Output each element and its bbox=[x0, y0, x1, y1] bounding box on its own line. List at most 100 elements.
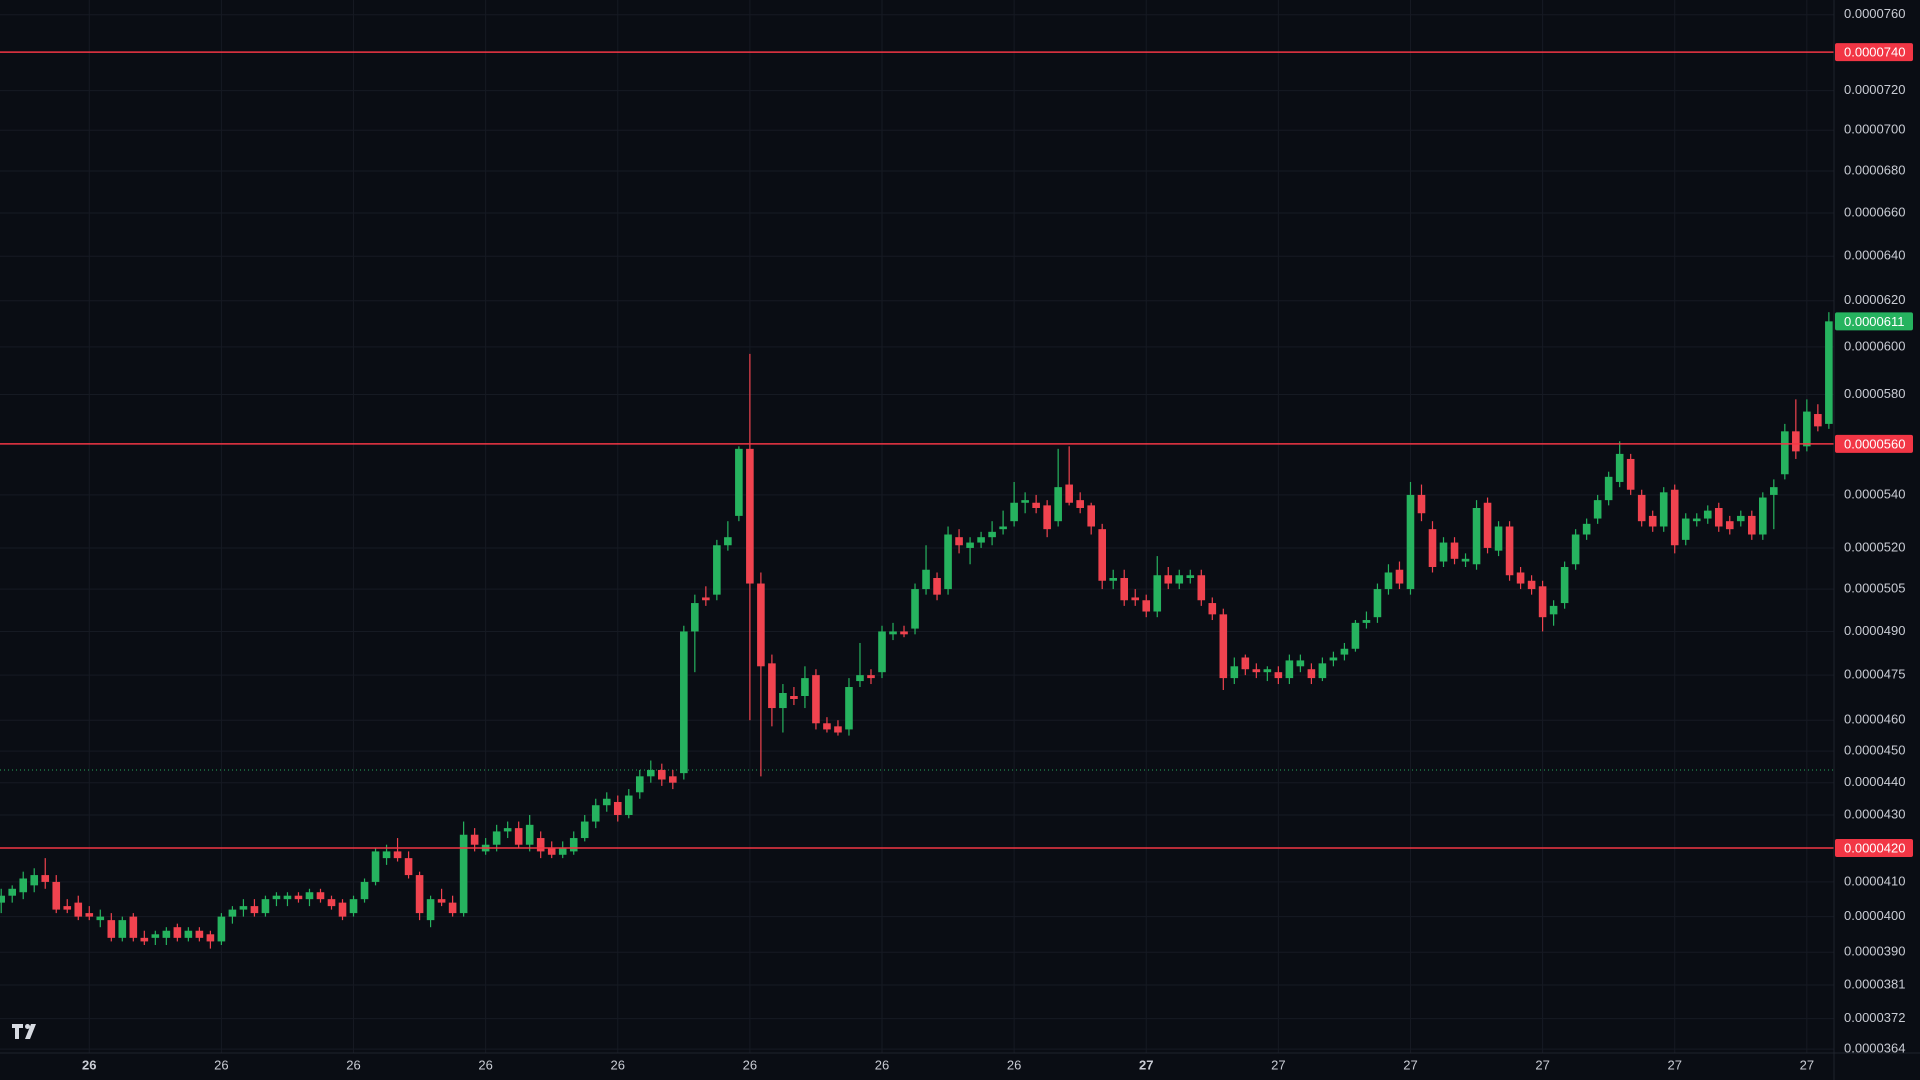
candle-body bbox=[1803, 411, 1811, 447]
candle-body bbox=[1274, 672, 1283, 679]
y-tick-label: 0.0000680 bbox=[1844, 162, 1905, 177]
grid bbox=[0, 0, 1834, 1053]
candle-body bbox=[1714, 507, 1723, 527]
candle-body bbox=[261, 899, 270, 914]
y-tick-label: 0.0000520 bbox=[1844, 539, 1905, 554]
y-tick-label: 0.0000440 bbox=[1844, 774, 1905, 789]
candle-body bbox=[1175, 575, 1184, 584]
candle-body bbox=[812, 675, 820, 724]
candle-body bbox=[1219, 614, 1228, 679]
candle-body bbox=[558, 848, 567, 855]
candle-body bbox=[30, 875, 39, 886]
candle-body bbox=[1461, 558, 1470, 562]
candle-body bbox=[1747, 515, 1756, 535]
candle-body bbox=[1472, 507, 1481, 565]
candle-body bbox=[1340, 648, 1349, 655]
candle-body bbox=[1736, 515, 1745, 522]
candle-body bbox=[591, 805, 600, 822]
candle-body bbox=[1792, 431, 1800, 452]
candle-body bbox=[801, 678, 809, 697]
x-tick-label: 26 bbox=[214, 1057, 228, 1072]
x-tick-label: 26 bbox=[82, 1057, 96, 1072]
candle-body bbox=[382, 851, 391, 859]
candle-body bbox=[1582, 523, 1591, 535]
candle-body bbox=[52, 881, 61, 910]
candle-body bbox=[1252, 669, 1261, 673]
candle-body bbox=[900, 631, 908, 635]
x-tick-label: 27 bbox=[1667, 1057, 1681, 1072]
candle-body bbox=[0, 895, 5, 903]
candle-body bbox=[140, 937, 149, 942]
candle-body bbox=[955, 537, 963, 546]
candle-body bbox=[206, 934, 215, 942]
y-tick-label: 0.0000505 bbox=[1844, 581, 1905, 596]
candle-body bbox=[966, 542, 974, 548]
candle-body bbox=[1329, 657, 1338, 661]
candle-body bbox=[283, 895, 292, 900]
candle-body bbox=[1571, 534, 1580, 565]
candle-body bbox=[1692, 518, 1701, 522]
candle-body bbox=[757, 583, 765, 667]
candle-body bbox=[680, 631, 688, 774]
candle-body bbox=[1351, 622, 1360, 649]
candle-body bbox=[735, 448, 743, 516]
candle-body bbox=[1164, 575, 1173, 584]
candle-body bbox=[1197, 575, 1206, 601]
x-tick-label: 26 bbox=[346, 1057, 360, 1072]
y-tick-label: 0.0000430 bbox=[1844, 806, 1905, 821]
candle-body bbox=[503, 828, 512, 832]
candle-body bbox=[1703, 510, 1712, 519]
candle-body bbox=[1825, 321, 1833, 424]
candle-body bbox=[1054, 487, 1062, 522]
y-tick-label: 0.0000760 bbox=[1844, 6, 1905, 21]
candle-body bbox=[856, 675, 864, 682]
candle-body bbox=[1296, 660, 1305, 667]
candle-body bbox=[691, 603, 699, 632]
candle-body bbox=[1131, 597, 1140, 601]
candle-body bbox=[1362, 620, 1371, 623]
candle-body bbox=[404, 858, 413, 876]
candle-body bbox=[96, 916, 105, 921]
candle-body bbox=[316, 892, 325, 900]
candle-body bbox=[426, 899, 435, 921]
candle-body bbox=[74, 902, 83, 917]
candle-body bbox=[1285, 660, 1294, 679]
candle-body bbox=[1428, 529, 1437, 567]
logo-mark bbox=[25, 1024, 36, 1039]
candle-body bbox=[1318, 663, 1327, 679]
y-tick-label: 0.0000475 bbox=[1844, 667, 1905, 682]
x-tick-label: 27 bbox=[1800, 1057, 1814, 1072]
candle-body bbox=[933, 577, 941, 595]
candle-body bbox=[988, 531, 996, 538]
candle-body bbox=[470, 834, 479, 845]
last-price-label: 0.0000611 bbox=[1844, 314, 1905, 329]
candle-body bbox=[536, 838, 545, 852]
x-tick-label: 27 bbox=[1271, 1057, 1285, 1072]
candle-body bbox=[338, 902, 347, 917]
candle-body bbox=[107, 920, 116, 938]
candle-body bbox=[624, 795, 633, 815]
candle-body bbox=[922, 569, 930, 590]
candle-body bbox=[448, 902, 457, 914]
candle-body bbox=[1098, 529, 1106, 581]
logo-mark bbox=[12, 1024, 23, 1039]
candle-body bbox=[1781, 431, 1789, 475]
candle-body bbox=[8, 888, 17, 896]
candle-body bbox=[1626, 458, 1635, 490]
candle-body bbox=[1593, 500, 1602, 519]
y-tick-label: 0.0000390 bbox=[1844, 944, 1905, 959]
candle-body bbox=[294, 895, 303, 900]
candle-body bbox=[944, 534, 952, 590]
candle-body bbox=[823, 723, 831, 730]
candle-body bbox=[1439, 542, 1448, 562]
candle-body bbox=[867, 675, 875, 679]
candle-body bbox=[19, 878, 28, 893]
logo-mark bbox=[25, 1024, 30, 1029]
candle-body bbox=[724, 537, 732, 546]
candle-body bbox=[162, 930, 171, 938]
candle-body bbox=[746, 448, 754, 584]
y-tick-label: 0.0000600 bbox=[1844, 338, 1905, 353]
candle-body bbox=[85, 913, 94, 917]
candle-body bbox=[514, 828, 523, 845]
